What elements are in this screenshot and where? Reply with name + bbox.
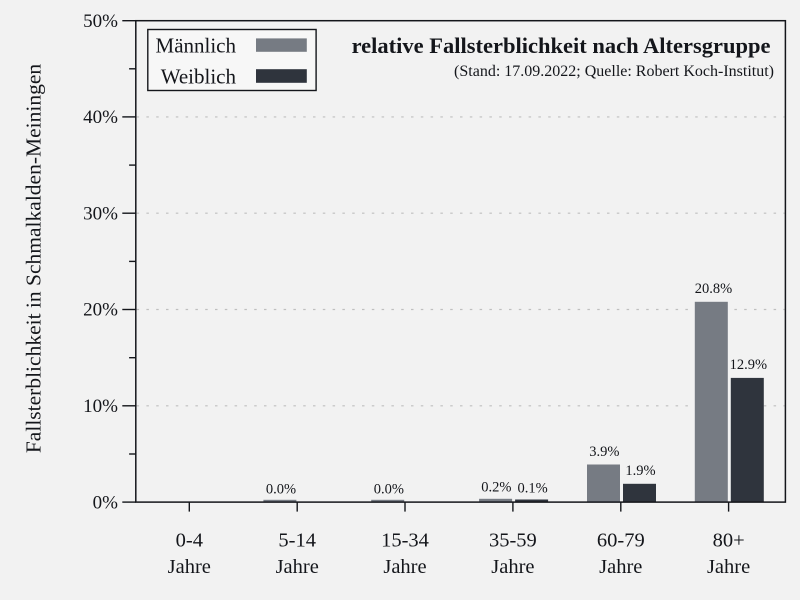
svg-text:0.0%: 0.0%	[266, 481, 296, 497]
svg-text:Jahre: Jahre	[383, 556, 426, 578]
svg-text:Jahre: Jahre	[599, 556, 642, 578]
svg-text:Jahre: Jahre	[707, 556, 750, 578]
svg-text:50%: 50%	[83, 11, 118, 32]
svg-text:12.9%: 12.9%	[730, 357, 767, 373]
svg-text:0.2%: 0.2%	[481, 480, 511, 496]
svg-text:0.0%: 0.0%	[374, 481, 404, 497]
svg-text:Jahre: Jahre	[491, 556, 534, 578]
svg-text:relative Fallsterblichkeit nac: relative Fallsterblichkeit nach Altersgr…	[352, 33, 771, 58]
svg-text:0-4: 0-4	[176, 530, 203, 552]
svg-text:3.9%: 3.9%	[589, 444, 619, 460]
svg-text:Jahre: Jahre	[276, 556, 319, 578]
svg-text:0.1%: 0.1%	[517, 480, 547, 496]
svg-text:20%: 20%	[83, 300, 118, 321]
svg-text:35-59: 35-59	[489, 530, 537, 552]
svg-text:20.8%: 20.8%	[695, 281, 732, 297]
svg-text:(Stand: 17.09.2022; Quelle: Ro: (Stand: 17.09.2022; Quelle: Robert Koch-…	[454, 63, 774, 80]
svg-text:80+: 80+	[713, 530, 745, 552]
svg-text:40%: 40%	[83, 107, 118, 128]
svg-text:Weiblich: Weiblich	[161, 64, 237, 88]
svg-text:1.9%: 1.9%	[625, 463, 655, 479]
svg-text:5-14: 5-14	[278, 530, 316, 552]
svg-text:Männlich: Männlich	[156, 34, 237, 58]
svg-text:Fallsterblichkeit in Schmalkal: Fallsterblichkeit in Schmalkalden-Meinin…	[22, 64, 46, 454]
svg-text:60-79: 60-79	[597, 530, 645, 552]
svg-text:10%: 10%	[83, 396, 118, 417]
svg-text:0%: 0%	[93, 492, 119, 513]
svg-text:30%: 30%	[83, 203, 118, 224]
svg-text:Jahre: Jahre	[168, 556, 211, 578]
svg-text:15-34: 15-34	[381, 530, 429, 552]
